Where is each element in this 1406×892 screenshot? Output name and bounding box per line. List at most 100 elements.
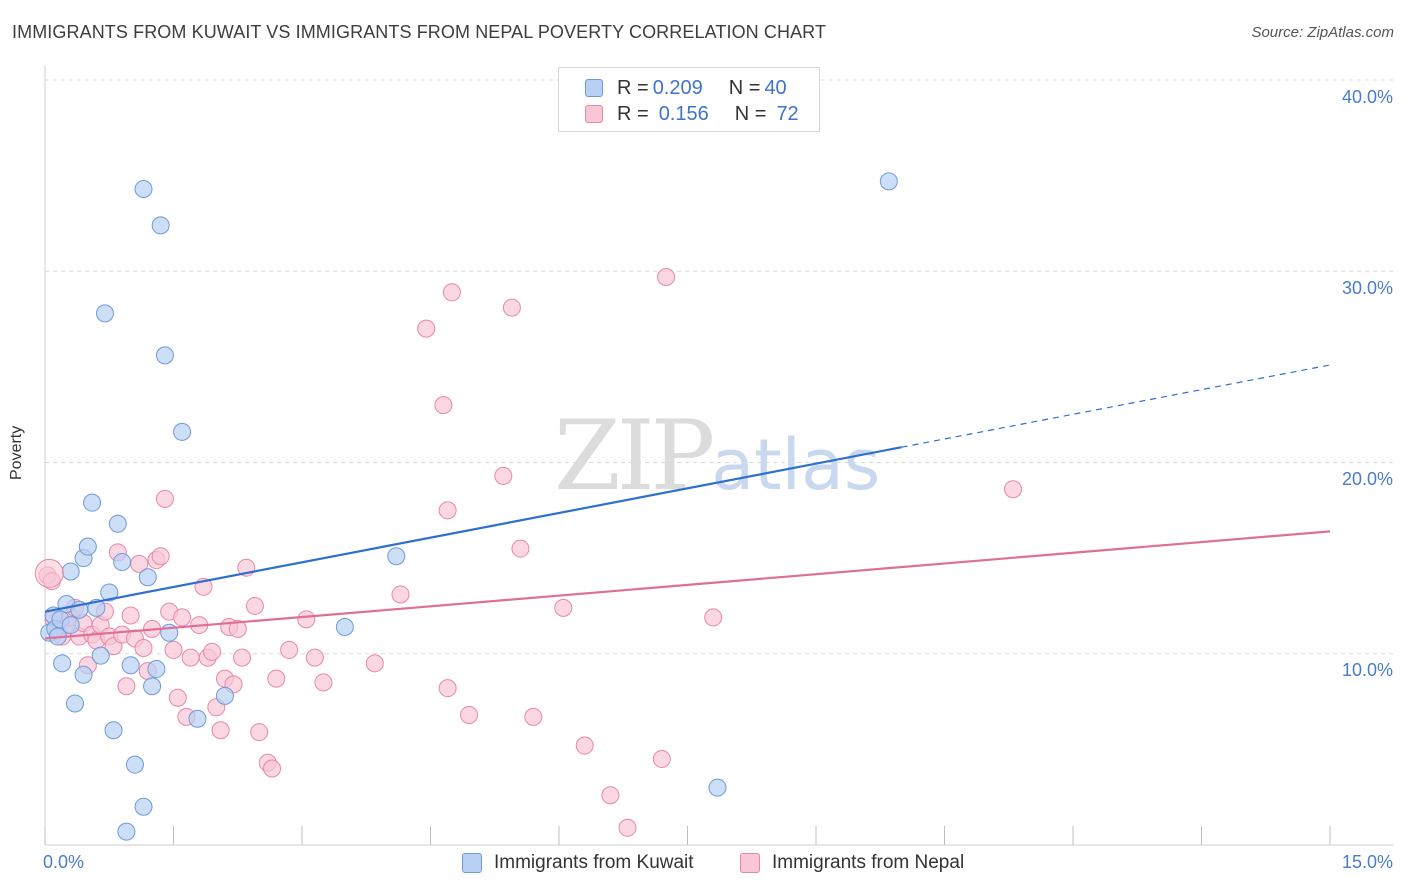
nepal-point — [657, 267, 676, 286]
nepal-point — [1004, 480, 1023, 499]
nepal-point — [494, 466, 513, 485]
nepal-point — [554, 598, 573, 617]
kuwait-point — [104, 721, 123, 740]
nepal-point — [438, 679, 457, 698]
nepal-point — [652, 749, 671, 768]
kuwait-point — [708, 778, 727, 797]
nepal-point — [575, 736, 594, 755]
nepal-legend-label: Immigrants from Nepal — [772, 852, 965, 873]
nepal-point — [168, 688, 187, 707]
kuwait-point — [95, 304, 114, 323]
kuwait-point — [65, 694, 84, 713]
nepal-point — [181, 648, 200, 667]
nepal-point — [314, 673, 333, 692]
nepal-point — [365, 654, 384, 673]
kuwait-point — [78, 537, 97, 556]
kuwait-legend-swatch — [462, 853, 482, 873]
nepal-trend-line — [44, 530, 1331, 640]
legend-n-value: 72 — [776, 102, 799, 125]
kuwait-point — [134, 797, 153, 816]
kuwait-point — [61, 616, 80, 635]
nepal-point — [417, 319, 436, 338]
bottom-legend-nepal[interactable]: Immigrants from Nepal — [740, 852, 964, 874]
kuwait-legend-label: Immigrants from Kuwait — [494, 852, 694, 873]
kuwait-point — [108, 514, 127, 533]
nepal-point — [438, 501, 457, 520]
y-tick-label-40: 40.0% — [1341, 87, 1393, 107]
nepal-point — [305, 648, 324, 667]
nepal-point — [155, 489, 174, 508]
kuwait-trend-line — [44, 446, 902, 613]
nepal-point — [211, 721, 230, 740]
nepal-point — [511, 539, 530, 558]
kuwait-trend-extension — [901, 364, 1331, 448]
nepal-point — [117, 677, 136, 696]
kuwait-point — [215, 686, 234, 705]
nepal-legend-swatch — [740, 853, 760, 873]
nepal-point — [134, 639, 153, 658]
kuwait-point — [151, 216, 170, 235]
nepal-point — [524, 707, 543, 726]
kuwait-point — [138, 568, 157, 587]
kuwait-point — [125, 755, 144, 774]
y-tick-label-10: 10.0% — [1341, 660, 1393, 680]
x-tick-label-max: 15.0% — [1341, 852, 1393, 872]
bottom-legend-kuwait[interactable]: Immigrants from Kuwait — [462, 852, 694, 874]
axes — [44, 66, 1393, 846]
kuwait-point — [83, 493, 102, 512]
nepal-points — [38, 267, 1023, 837]
nepal-point — [203, 642, 222, 661]
legend-n-label: N = — [734, 102, 767, 125]
nepal-swatch — [585, 105, 603, 123]
watermark: ZIPatlas — [554, 400, 880, 512]
nepal-point — [280, 640, 299, 659]
kuwait-point — [61, 562, 80, 581]
nepal-point — [228, 619, 247, 638]
y-tick-label-30: 30.0% — [1341, 278, 1393, 298]
kuwait-point — [117, 822, 136, 841]
trend-lines — [44, 364, 1331, 640]
y-tick-label-20: 20.0% — [1341, 469, 1393, 489]
watermark-zip: ZIP — [554, 400, 715, 512]
kuwait-swatch — [585, 79, 603, 97]
kuwait-point — [173, 422, 192, 441]
nepal-point — [263, 759, 282, 778]
kuwait-point — [147, 660, 166, 679]
legend-r-value: 0.156 — [658, 102, 709, 125]
legend-r-label: R = — [617, 102, 649, 125]
kuwait-point — [387, 547, 406, 566]
nepal-point — [121, 606, 140, 625]
kuwait-point — [155, 346, 174, 365]
legend-row-nepal: R = 0.156 N = 72 — [585, 102, 803, 126]
nepal-point — [391, 585, 410, 604]
kuwait-point — [335, 617, 354, 636]
nepal-point — [151, 547, 170, 566]
nepal-point — [434, 396, 453, 415]
watermark-atlas: atlas — [711, 424, 881, 506]
nepal-point — [601, 786, 620, 805]
nepal-point — [460, 705, 479, 724]
kuwait-point — [121, 656, 140, 675]
kuwait-point — [100, 583, 119, 602]
kuwait-point — [879, 172, 898, 191]
nepal-point — [267, 669, 286, 688]
kuwait-point — [134, 180, 153, 199]
x-tick-label-min: 0.0% — [43, 852, 85, 872]
kuwait-point — [53, 654, 72, 673]
nepal-point — [245, 596, 264, 615]
chart-title: IMMIGRANTS FROM KUWAIT VS IMMIGRANTS FRO… — [12, 22, 827, 42]
kuwait-point — [143, 677, 162, 696]
kuwait-point — [74, 665, 93, 684]
legend-n-label: N = — [728, 76, 761, 99]
nepal-point — [164, 640, 183, 659]
nepal-point — [173, 608, 192, 627]
kuwait-point — [91, 646, 110, 665]
kuwait-point — [188, 709, 207, 728]
kuwait-point — [113, 552, 132, 571]
nepal-point — [618, 818, 637, 837]
legend-r-label: R = — [617, 76, 649, 99]
source-label: Source: ZipAtlas.com — [1251, 24, 1394, 41]
legend-n-value: 40 — [764, 76, 787, 99]
nepal-point — [233, 648, 252, 667]
